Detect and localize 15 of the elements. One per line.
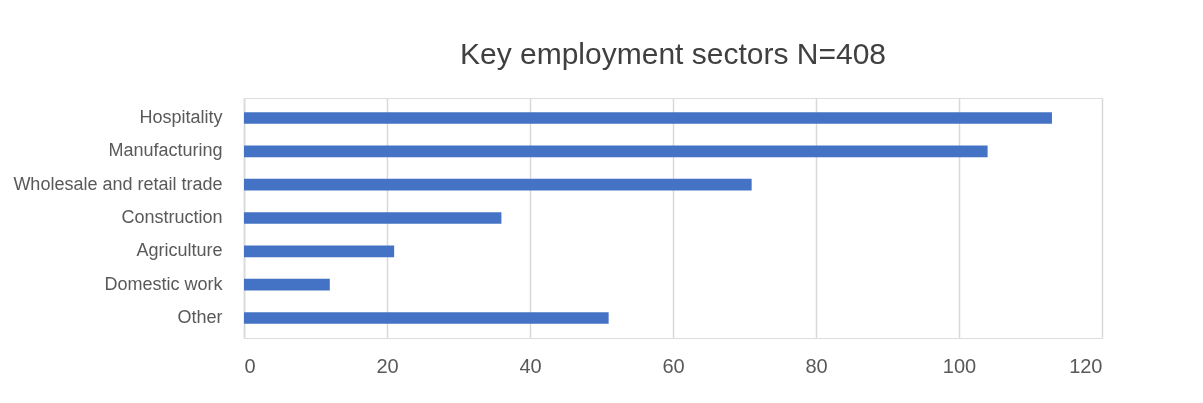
y-tick-label: Hospitality (139, 107, 223, 127)
y-tick-label: Other (177, 307, 223, 327)
x-tick-label: 20 (376, 354, 399, 377)
y-tick-label: Agriculture (136, 240, 223, 261)
chart-title: Key employment sectors N=408 (459, 37, 887, 70)
x-tick-label: 80 (805, 354, 828, 377)
y-tick-label: Domestic work (104, 273, 224, 294)
y-tick-label: Wholesale and retail trade (13, 173, 223, 194)
x-tick-label: 100 (942, 354, 977, 377)
x-tick-label: 0 (244, 354, 256, 377)
y-tick-label: Construction (121, 207, 223, 227)
y-tick-label: Manufacturing (108, 140, 223, 161)
x-tick-label: 120 (1069, 354, 1103, 377)
x-tick-label: 60 (662, 354, 685, 377)
x-tick-label: 40 (519, 354, 542, 377)
